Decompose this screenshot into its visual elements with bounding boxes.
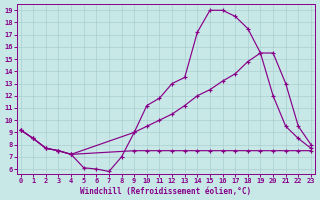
X-axis label: Windchill (Refroidissement éolien,°C): Windchill (Refroidissement éolien,°C) <box>80 187 251 196</box>
